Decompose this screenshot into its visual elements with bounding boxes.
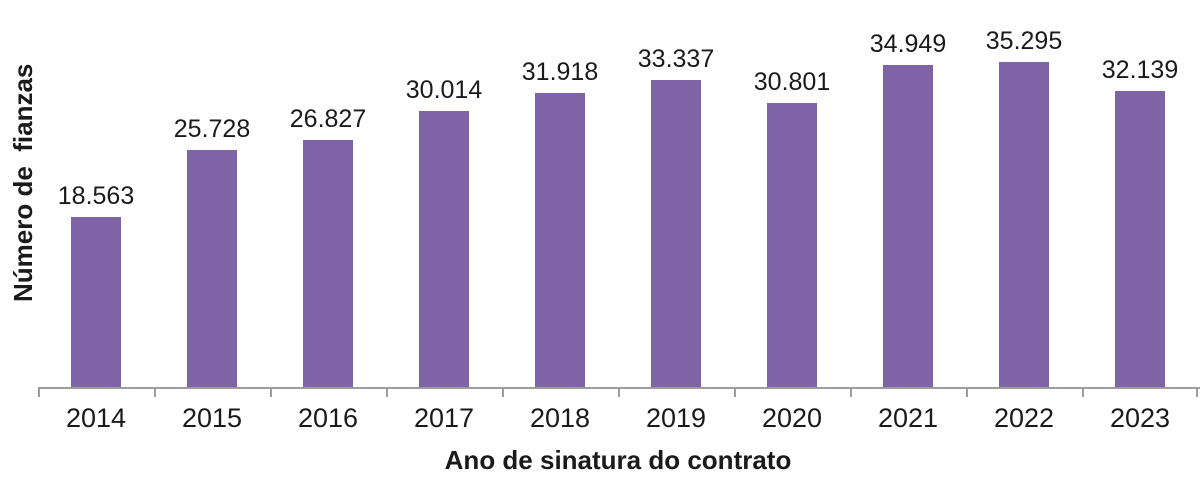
bar-slot: 26.827	[270, 0, 386, 388]
bar-value-label: 32.139	[1101, 55, 1179, 84]
axis-tick	[270, 388, 272, 397]
x-tick-label: 2018	[529, 403, 591, 433]
bar-value-label: 18.563	[57, 181, 135, 210]
axis-tick	[154, 388, 156, 397]
bar-slot: 35.295	[966, 0, 1082, 388]
axis-tick	[1082, 388, 1084, 397]
bar-value-label: 33.337	[637, 44, 715, 73]
bar	[883, 65, 933, 388]
bar	[187, 150, 237, 388]
bar-slot: 32.139	[1082, 0, 1198, 388]
x-tick-label: 2023	[1109, 403, 1171, 433]
axis-tick	[850, 388, 852, 397]
x-tick-label: 2022	[993, 403, 1055, 433]
bar-value-label: 34.949	[869, 29, 947, 58]
bar	[303, 140, 353, 388]
y-axis-title: Número de fianzas	[8, 63, 38, 302]
bar	[71, 217, 121, 388]
x-tick-labels: 2014 2015 2016 2017 2018 2019 2020 2021 2022 2023	[38, 403, 1198, 434]
bar-value-label: 25.728	[173, 114, 251, 143]
bar	[419, 111, 469, 388]
axis-tick	[38, 388, 40, 397]
bar-slot: 34.949	[850, 0, 966, 388]
x-axis-title: Ano de sinatura do contrato	[444, 445, 792, 475]
bar	[767, 103, 817, 388]
bar-value-label: 30.014	[405, 75, 483, 104]
bar	[535, 93, 585, 388]
bar-slot: 33.337	[618, 0, 734, 388]
axis-tick	[618, 388, 620, 397]
bar-slot: 18.563	[38, 0, 154, 388]
x-tick-label: 2017	[413, 403, 475, 433]
bar	[651, 80, 701, 388]
bar-slot: 25.728	[154, 0, 270, 388]
x-tick-label: 2015	[181, 403, 243, 433]
plot-area: 18.563 25.728 26.827 30.014 31.918 33.337 30.8…	[38, 0, 1198, 388]
x-tick-label: 2021	[877, 403, 939, 433]
axis-tick	[502, 388, 504, 397]
bar-value-label: 30.801	[753, 67, 831, 96]
x-tick-label: 2014	[65, 403, 127, 433]
bar	[1115, 91, 1165, 388]
x-tick-label: 2016	[297, 403, 359, 433]
bar-value-label: 26.827	[289, 104, 367, 133]
axis-tick	[386, 388, 388, 397]
bar-slot: 30.014	[386, 0, 502, 388]
bar	[999, 62, 1049, 388]
axis-tick	[966, 388, 968, 397]
x-tick-label: 2020	[761, 403, 823, 433]
bar-slot: 31.918	[502, 0, 618, 388]
axis-tick	[734, 388, 736, 397]
bar-value-label: 31.918	[521, 57, 599, 86]
x-tick-label: 2019	[645, 403, 707, 433]
bar-value-label: 35.295	[985, 26, 1063, 55]
axis-tick	[1196, 388, 1198, 397]
bar-slot: 30.801	[734, 0, 850, 388]
